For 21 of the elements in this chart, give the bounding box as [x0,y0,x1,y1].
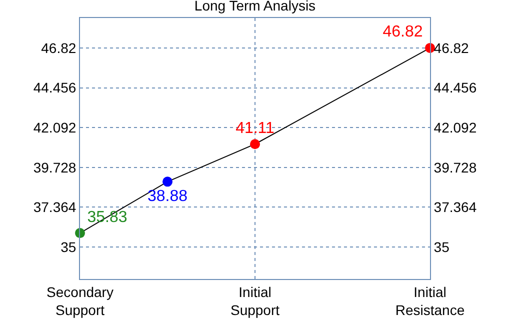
x-tick-label: Secondary Support [46,284,114,318]
data-label: 38.88 [147,188,188,205]
data-label: 41.11 [236,120,275,137]
y2-tick-label: 39.728 [434,159,477,176]
point [250,139,260,150]
y2-tick-label: 46.82 [434,40,470,56]
y-tick-label: 39.728 [33,159,76,176]
y2-tick-label: 37.364 [434,199,477,216]
x-tick-label: Initial Support [230,284,280,318]
y-tick-label: 42.092 [33,119,76,136]
y-tick-label: 44.456 [33,80,76,96]
y-tick-label: 35 [60,238,76,255]
x-tick-label: Initial Resistance [395,284,465,318]
y2-tick-label: 35 [434,238,450,255]
data-label: 46.82 [382,24,423,41]
y-tick-label: 46.82 [41,40,76,56]
chart-title: Long Term Analysis [194,0,316,14]
point [162,176,172,187]
y2-tick-label: 42.092 [434,119,477,136]
y-tick-label: 37.364 [33,199,76,216]
y2-tick-label: 44.456 [434,80,477,96]
